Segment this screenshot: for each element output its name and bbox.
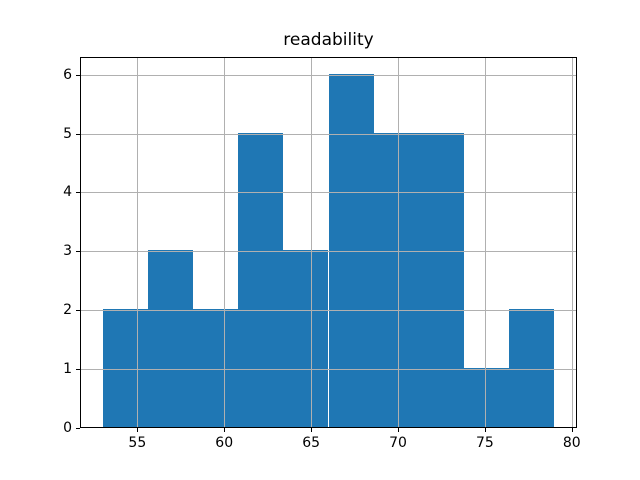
gridline-horizontal [80,251,577,253]
histogram-bar [373,132,419,427]
gridline-vertical [311,57,313,428]
x-tick-mark [224,428,226,432]
chart-title: readability [283,30,374,50]
gridline-horizontal [80,310,577,312]
gridline-vertical [484,57,486,428]
axes-spines [80,57,577,428]
gridline-horizontal [80,133,577,135]
x-tick-label: 75 [475,435,494,451]
histogram-bar [283,250,329,427]
histogram-bar [418,132,465,427]
y-tick-mark [76,369,80,371]
gridlines-layer [80,57,577,428]
x-tick-mark [137,428,139,432]
histogram-bars-layer [80,57,577,428]
plot-area [80,57,577,428]
y-tick-mark [76,192,80,194]
gridline-vertical [137,57,139,428]
x-tick-mark [311,428,313,432]
y-tick-label: 5 [63,125,72,142]
x-tick-label: 60 [215,435,234,451]
histogram-bar [147,250,193,427]
histogram-bar [102,309,148,427]
gridline-vertical [571,57,573,428]
x-tick-mark [571,428,573,432]
x-tick-mark [484,428,486,432]
y-tick-label: 2 [63,302,72,319]
gridline-vertical [398,57,399,428]
y-tick-label: 0 [63,420,72,436]
histogram-bar [509,309,555,427]
y-tick-mark [76,428,80,429]
y-tick-label: 1 [63,361,72,378]
gridline-horizontal [80,369,577,371]
y-tick-mark [76,133,80,135]
y-tick-label: 6 [63,66,72,83]
y-tick-mark [76,74,80,76]
gridline-horizontal [80,192,577,194]
gridline-horizontal [80,74,577,76]
histogram-bar [192,309,239,427]
x-tick-label: 80 [562,435,581,451]
gridline-vertical [224,57,226,428]
y-tick-label: 4 [63,184,72,201]
x-tick-mark [398,428,399,432]
y-tick-mark [76,310,80,312]
x-tick-label: 55 [128,435,147,451]
x-tick-label: 65 [302,435,321,451]
x-tick-label: 70 [389,435,407,451]
y-tick-label: 3 [63,243,72,260]
y-tick-mark [76,251,80,253]
histogram-bar [328,73,374,427]
histogram-bar [238,132,284,427]
histogram-bar [464,368,510,427]
